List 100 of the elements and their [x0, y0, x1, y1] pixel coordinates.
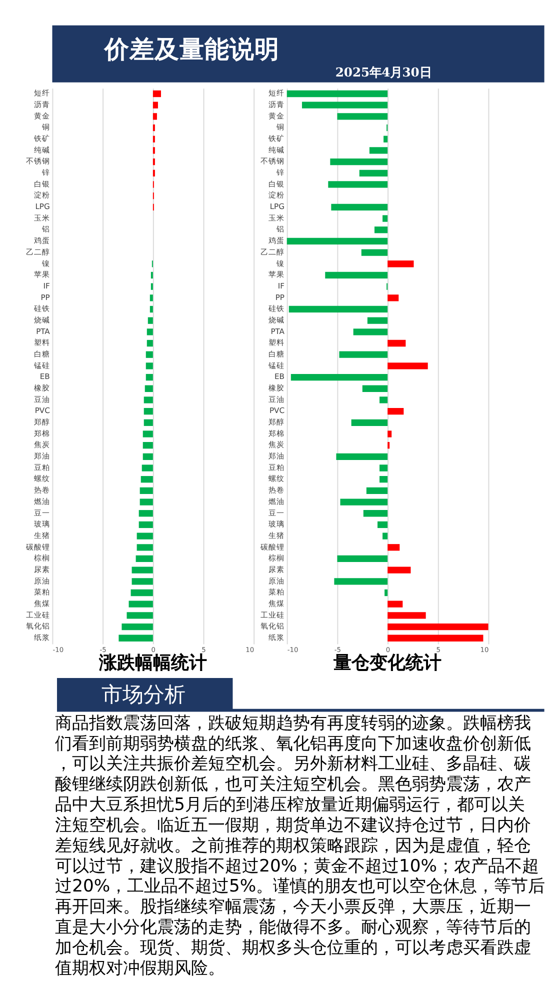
bar	[144, 396, 153, 404]
y-tick-label: 尿素	[34, 564, 50, 574]
bar	[138, 510, 153, 517]
bar	[146, 362, 153, 370]
y-tick-label: 玉米	[268, 213, 284, 222]
bar	[128, 600, 153, 608]
bar	[136, 544, 153, 551]
y-tick-label: 乙二醇	[260, 247, 284, 256]
y-tick-label: 工业硅	[26, 610, 50, 620]
bar	[140, 487, 153, 494]
bar	[150, 294, 153, 302]
y-tick-label: 橡胶	[34, 384, 50, 393]
y-tick-label: EB	[274, 372, 284, 382]
y-tick-label: 热卷	[34, 486, 50, 495]
y-tick-label: 纯碱	[34, 145, 50, 154]
y-tick-label: 不锈钢	[260, 156, 284, 166]
y-tick-label: 烧碱	[268, 315, 284, 324]
y-tick-label: 豆一	[34, 508, 50, 518]
text: 量仓变化统计	[332, 652, 442, 674]
text: 2025年4月30日	[335, 64, 432, 80]
y-tick-label: LPG	[35, 202, 50, 212]
y-tick-label: 苹果	[34, 270, 50, 280]
y-tick-label: PTA	[36, 326, 51, 336]
text: 商品指数震荡回落，跌破短期趋势有再度转弱的迹象。跌幅榜我们看到前期弱势横盘的纸浆、氧化铝再度向下加速收盘价创新低，可以关注共振价差短空机会。另外新材料工业硅、多晶硅、碳酸锂继续阴跌创新低，也可关注短空机会。黑色弱势震荡，农产品中大豆系担忧5月后的到港压榨放量近期偏弱运行，都可以关注短空机会。临近五一假期，期货单边不建议持仓过节，日内价差短线见好就收。之前推荐的期权策略跟踪，因为是虚值，轻仓可以过节，建议股指不超过20%；黄金不超过10%；农产品不超过20%，工业品不超过5%。谨慎的朋友也可以空仓休息，等节后再开回来。股指继续窄幅震荡，今天小票反弹，大票压，近期一直是大小分化震荡的走势，能做得不多。耐心观察，等待节后的加仓机会。现货、期货、期权多头仓位重的，可以考虑买看跌虚值期权对冲假期风险。	[55, 713, 546, 978]
y-tick-label: 螺纹	[34, 474, 50, 484]
y-tick-label: 锌	[276, 168, 284, 178]
y-tick-label: PTA	[270, 326, 286, 336]
y-tick-label: 螺纹	[268, 474, 284, 484]
y-tick-label: 豆粕	[34, 462, 50, 472]
y-tick-label: 白银	[268, 179, 284, 188]
bar	[118, 634, 153, 642]
bar	[144, 419, 153, 426]
y-tick-label: 生猪	[34, 530, 50, 540]
y-tick-label: 豆油	[268, 394, 284, 404]
y-tick-label: 生猪	[268, 530, 284, 540]
y-tick-label: PVC	[34, 406, 50, 416]
bar	[150, 306, 153, 313]
bar	[148, 317, 153, 324]
y-tick-label: 菜粕	[268, 588, 284, 597]
y-tick-label: 沥青	[268, 100, 284, 109]
y-tick-label: 烧碱	[34, 315, 50, 324]
y-tick-label: IF	[278, 281, 284, 290]
y-tick-label: 铁矿	[32, 134, 50, 144]
text: 市场分析	[102, 682, 186, 707]
y-tick-label: EB	[40, 372, 50, 382]
y-tick-label: 燃油	[34, 496, 50, 506]
y-tick-label: 碳酸锂	[260, 542, 284, 552]
y-tick-label: 塑料	[268, 338, 284, 348]
y-tick-label: 玉米	[34, 213, 50, 222]
y-tick-label: 焦炭	[268, 440, 284, 450]
y-tick-label: 棕榈	[268, 554, 284, 563]
bar	[140, 476, 153, 483]
y-tick-label: 短纤	[34, 88, 50, 98]
y-tick-label: 纸浆	[268, 633, 284, 642]
y-tick-label: 碳酸锂	[24, 542, 50, 552]
y-tick-label: 鸡蛋	[32, 236, 50, 246]
y-tick-label: 玻璃	[34, 520, 50, 529]
y-tick-label: 短纤	[268, 88, 284, 98]
y-tick-label: 锌	[40, 168, 50, 178]
y-tick-label: 郑棉	[34, 428, 50, 438]
bar	[144, 385, 153, 392]
bar	[146, 340, 153, 347]
y-tick-label: 塑料	[34, 338, 50, 348]
y-tick-label: 纸浆	[34, 633, 50, 642]
y-tick-label: PP	[275, 292, 285, 302]
y-tick-label: 锰硅	[268, 360, 284, 370]
bar	[144, 408, 153, 415]
bar	[136, 555, 153, 562]
y-tick-label: 淀粉	[34, 190, 50, 200]
y-tick-label: PVC	[269, 406, 284, 416]
bar	[132, 566, 153, 574]
y-tick-label: 纯碱	[268, 145, 284, 154]
y-tick-label: 白糖	[268, 349, 284, 358]
y-tick-label: 白银	[34, 179, 50, 188]
y-tick-label: 铝	[40, 224, 50, 234]
y-tick-label: PP	[40, 292, 50, 302]
y-tick-label: 燃油	[268, 496, 284, 506]
y-tick-label: 沥青	[34, 100, 50, 109]
text: 涨跌幅幅统计	[98, 652, 207, 674]
bar	[140, 498, 153, 506]
y-tick-label: 硅铁	[32, 304, 50, 314]
bar	[142, 442, 153, 449]
y-tick-label: 铁矿	[268, 134, 284, 144]
y-tick-label: 焦炭	[34, 440, 50, 450]
y-tick-label: 焦煤	[268, 598, 284, 608]
bar	[152, 102, 158, 108]
bar	[136, 532, 153, 540]
y-tick-label: 镍	[276, 258, 284, 268]
bar	[152, 113, 157, 120]
y-tick-label: 乙二醇	[26, 247, 50, 256]
y-tick-label: 镍	[40, 258, 50, 268]
y-tick-label: 郑醇	[268, 418, 284, 427]
bar	[138, 521, 153, 528]
y-tick-label: 锰硅	[32, 360, 50, 370]
y-tick-label: 橡胶	[268, 384, 284, 393]
y-tick-label: 郑棉	[268, 428, 284, 438]
y-tick-label: 棕榈	[34, 554, 50, 563]
bar	[142, 430, 153, 438]
y-tick-label: 铝	[276, 224, 284, 234]
y-tick-label: 铜	[276, 122, 284, 132]
